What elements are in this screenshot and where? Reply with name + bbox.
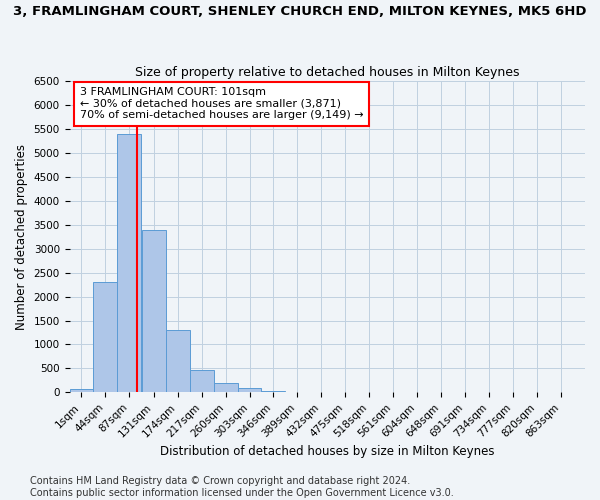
Bar bbox=[166, 330, 190, 392]
Bar bbox=[262, 391, 286, 392]
Title: Size of property relative to detached houses in Milton Keynes: Size of property relative to detached ho… bbox=[135, 66, 520, 78]
Text: 3 FRAMLINGHAM COURT: 101sqm
← 30% of detached houses are smaller (3,871)
70% of : 3 FRAMLINGHAM COURT: 101sqm ← 30% of det… bbox=[80, 88, 364, 120]
Bar bbox=[142, 230, 166, 392]
Bar bbox=[190, 370, 214, 392]
Bar bbox=[238, 388, 262, 392]
Bar bbox=[214, 384, 238, 392]
X-axis label: Distribution of detached houses by size in Milton Keynes: Distribution of detached houses by size … bbox=[160, 444, 494, 458]
Bar bbox=[70, 388, 94, 392]
Bar bbox=[118, 134, 141, 392]
Text: Contains HM Land Registry data © Crown copyright and database right 2024.
Contai: Contains HM Land Registry data © Crown c… bbox=[30, 476, 454, 498]
Y-axis label: Number of detached properties: Number of detached properties bbox=[15, 144, 28, 330]
Text: 3, FRAMLINGHAM COURT, SHENLEY CHURCH END, MILTON KEYNES, MK5 6HD: 3, FRAMLINGHAM COURT, SHENLEY CHURCH END… bbox=[13, 5, 587, 18]
Bar bbox=[94, 282, 118, 393]
